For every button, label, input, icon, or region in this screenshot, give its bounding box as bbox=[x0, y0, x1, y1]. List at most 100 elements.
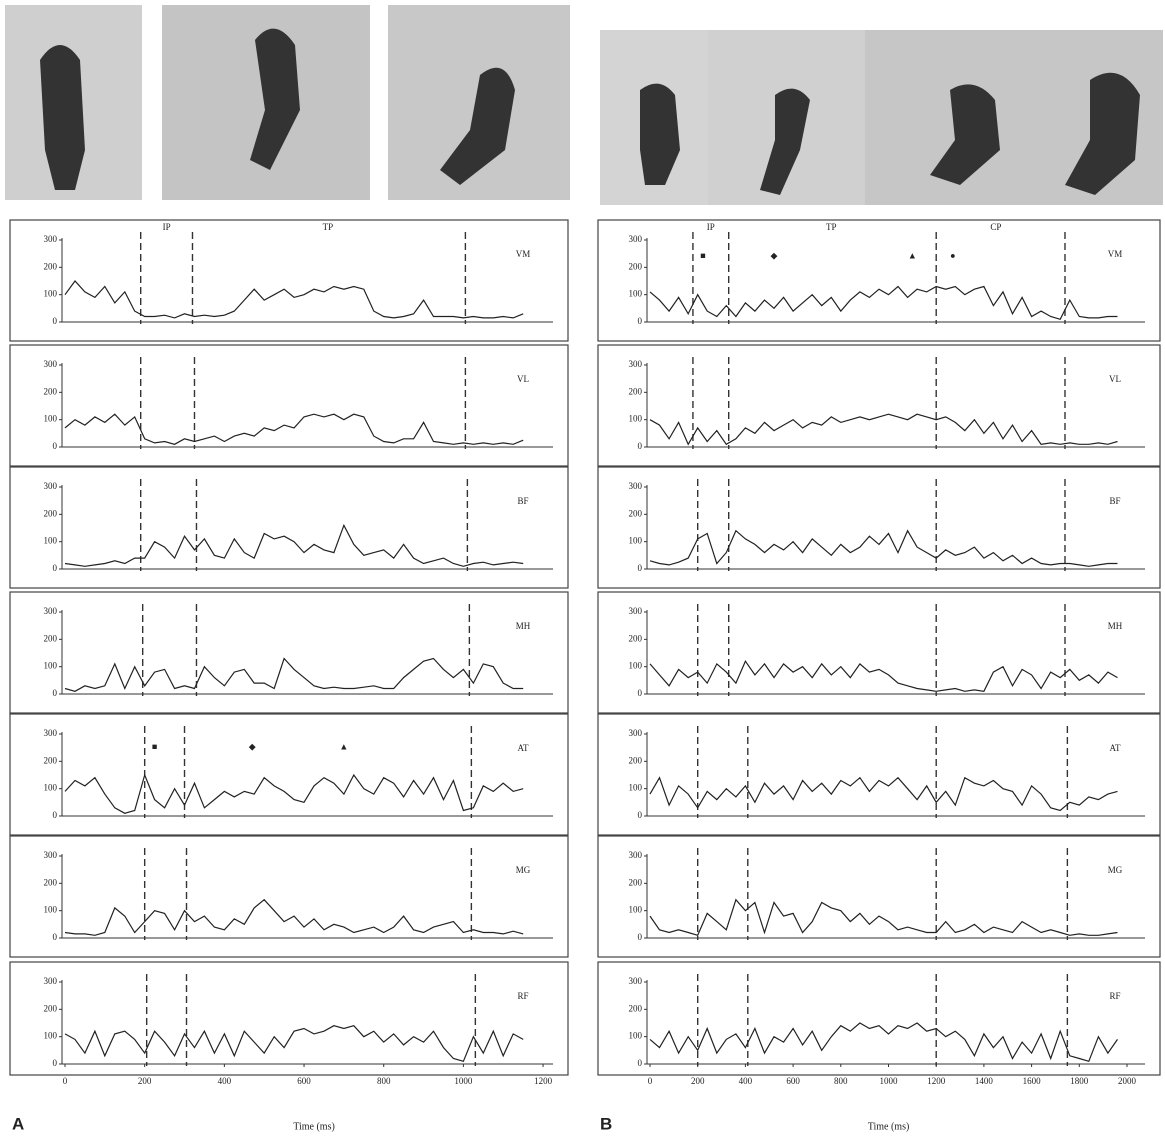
y-tick-label: 200 bbox=[629, 755, 643, 765]
y-tick-label: 0 bbox=[638, 563, 643, 573]
panel-label: A bbox=[12, 1114, 24, 1133]
phase-label: TP bbox=[323, 222, 334, 232]
y-tick-label: 0 bbox=[53, 688, 58, 698]
event-marker: ▲ bbox=[339, 742, 348, 752]
y-tick-label: 100 bbox=[44, 536, 58, 546]
emg-trace bbox=[64, 413, 524, 445]
panel-frame bbox=[9, 591, 569, 714]
phase-label: CP bbox=[990, 222, 1001, 232]
panel-frame bbox=[597, 344, 1161, 467]
emg-trace bbox=[649, 413, 1118, 446]
muscle-label: MG bbox=[516, 865, 531, 875]
y-tick-label: 0 bbox=[638, 688, 643, 698]
y-tick-label: 0 bbox=[53, 441, 58, 451]
panel-frame bbox=[597, 466, 1161, 589]
emg-panel: 0 100 200 300 IP TP VM bbox=[9, 219, 569, 342]
y-tick-label: 0 bbox=[53, 316, 58, 326]
x-tick-label: 2000 bbox=[1118, 1076, 1137, 1086]
emg-panel: 0 100 200 300 BF bbox=[9, 466, 569, 589]
y-tick-label: 300 bbox=[629, 359, 643, 369]
emg-panel: 0 100 200 300 IP TP CP ■ ◆ ▲ ● VM bbox=[597, 219, 1161, 342]
emg-trace bbox=[64, 657, 524, 692]
emg-trace bbox=[649, 898, 1118, 937]
x-tick-label: 1200 bbox=[534, 1076, 553, 1086]
muscle-label: RF bbox=[517, 991, 528, 1001]
skier-silhouette bbox=[40, 45, 85, 190]
y-tick-label: 200 bbox=[44, 877, 58, 887]
x-tick-label: 800 bbox=[377, 1076, 391, 1086]
y-tick-label: 0 bbox=[638, 441, 643, 451]
photos bbox=[5, 5, 1163, 205]
phase-label: IP bbox=[707, 222, 715, 232]
muscle-label: MG bbox=[1108, 865, 1123, 875]
panel-frame bbox=[9, 713, 569, 836]
panel-frame bbox=[597, 219, 1161, 342]
y-tick-label: 100 bbox=[629, 905, 643, 915]
x-tick-label: 400 bbox=[218, 1076, 232, 1086]
emg-trace bbox=[64, 280, 524, 319]
emg-trace bbox=[649, 285, 1118, 321]
skier-silhouette bbox=[930, 84, 1000, 185]
y-tick-label: 100 bbox=[629, 1031, 643, 1041]
emg-panel: 0 100 200 300 VL bbox=[9, 344, 569, 467]
y-tick-label: 100 bbox=[629, 536, 643, 546]
event-marker: ◆ bbox=[771, 250, 778, 260]
panel-frame bbox=[9, 466, 569, 589]
emg-trace bbox=[649, 1022, 1118, 1063]
emg-panel: 0 100 200 300 MH bbox=[597, 591, 1161, 714]
y-tick-label: 100 bbox=[629, 414, 643, 424]
emg-trace bbox=[649, 529, 1118, 567]
skier-silhouette bbox=[1065, 72, 1140, 195]
y-tick-label: 200 bbox=[629, 508, 643, 518]
panel-frame bbox=[9, 344, 569, 467]
y-tick-label: 100 bbox=[44, 905, 58, 915]
emg-panel: 0 100 200 300 VL bbox=[597, 344, 1161, 467]
event-marker: ■ bbox=[152, 742, 157, 752]
y-tick-label: 300 bbox=[44, 976, 58, 986]
x-tick-label: 200 bbox=[138, 1076, 152, 1086]
panel-frame bbox=[597, 961, 1161, 1076]
y-tick-label: 0 bbox=[53, 932, 58, 942]
x-axis-label: Time (ms) bbox=[868, 1121, 910, 1132]
y-tick-label: 300 bbox=[44, 481, 58, 491]
y-tick-label: 200 bbox=[44, 508, 58, 518]
y-tick-label: 200 bbox=[44, 261, 58, 271]
y-tick-label: 0 bbox=[53, 810, 58, 820]
muscle-label: VL bbox=[517, 374, 529, 384]
x-tick-label: 200 bbox=[691, 1076, 705, 1086]
phase-label: TP bbox=[826, 222, 837, 232]
y-tick-label: 0 bbox=[638, 316, 643, 326]
x-tick-label: 600 bbox=[297, 1076, 311, 1086]
muscle-label: AT bbox=[1110, 743, 1122, 753]
x-tick-label: 1000 bbox=[880, 1076, 899, 1086]
y-tick-label: 200 bbox=[629, 877, 643, 887]
muscle-label: VM bbox=[516, 249, 531, 259]
muscle-label: VL bbox=[1109, 374, 1121, 384]
y-tick-label: 0 bbox=[53, 563, 58, 573]
y-tick-label: 0 bbox=[53, 1058, 58, 1068]
y-tick-label: 200 bbox=[44, 1003, 58, 1013]
y-tick-label: 200 bbox=[44, 633, 58, 643]
emg-trace bbox=[64, 898, 524, 936]
x-tick-label: 800 bbox=[834, 1076, 848, 1086]
panel-frame bbox=[9, 219, 569, 342]
emg-trace bbox=[64, 1025, 524, 1063]
y-tick-label: 100 bbox=[44, 1031, 58, 1041]
emg-trace bbox=[64, 773, 524, 814]
y-tick-label: 200 bbox=[44, 755, 58, 765]
skier-silhouette bbox=[760, 88, 810, 195]
y-tick-label: 100 bbox=[629, 783, 643, 793]
emg-panel: 0 100 200 300 AT bbox=[597, 713, 1161, 836]
event-marker: ■ bbox=[700, 250, 705, 260]
x-tick-label: 1600 bbox=[1023, 1076, 1042, 1086]
y-tick-label: 100 bbox=[44, 414, 58, 424]
y-tick-label: 300 bbox=[44, 359, 58, 369]
panel-frame bbox=[597, 835, 1161, 958]
event-marker: ◆ bbox=[249, 742, 256, 752]
emg-panel: 0 100 200 300 MG bbox=[9, 835, 569, 958]
muscle-label: MH bbox=[516, 621, 531, 631]
y-tick-label: 300 bbox=[44, 850, 58, 860]
emg-panel: 0 100 200 300 0 200 400 600 800 1000 1200 RF bbox=[9, 961, 569, 1086]
muscle-label: BF bbox=[1109, 496, 1120, 506]
y-tick-label: 200 bbox=[629, 261, 643, 271]
